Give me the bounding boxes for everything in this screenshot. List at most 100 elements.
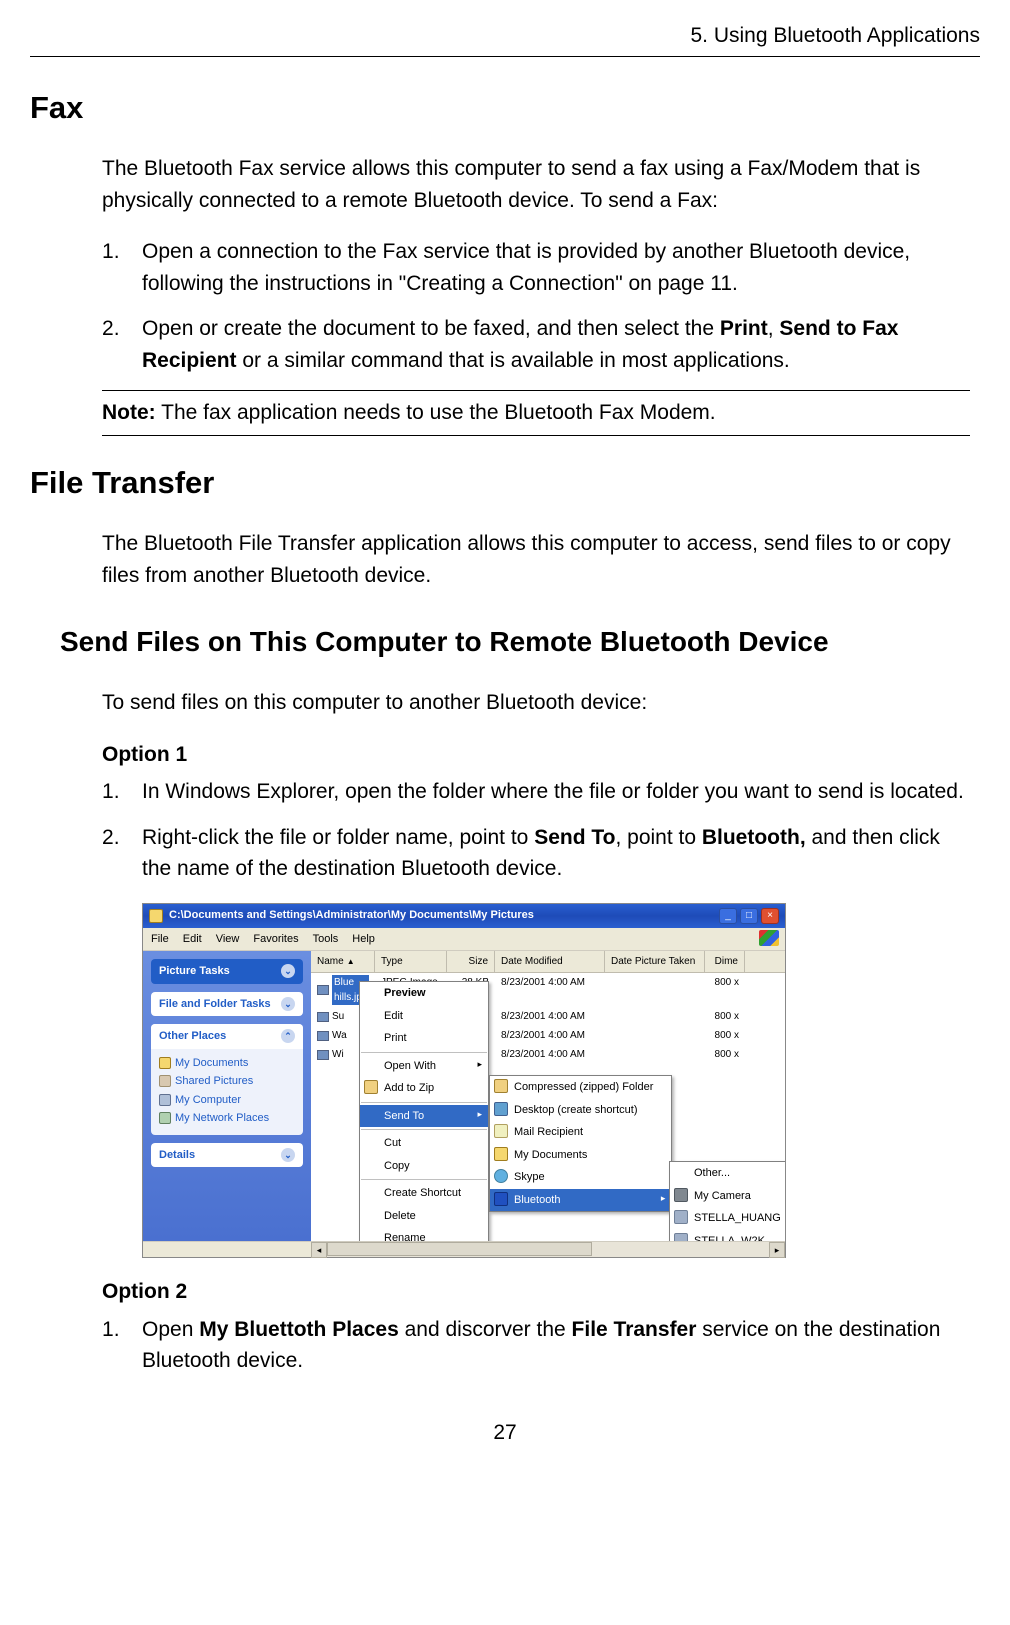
device-icon (674, 1210, 688, 1224)
ft-intro: The Bluetooth File Transfer application … (102, 528, 970, 591)
folder-icon (149, 909, 163, 923)
fax-heading: Fax (30, 85, 980, 132)
picture-tasks-label: Picture Tasks (159, 963, 230, 980)
option-2-steps: Open My Bluettoth Places and discorver t… (102, 1314, 970, 1377)
fax-step2-bold-print: Print (720, 317, 768, 340)
details-label: Details (159, 1147, 195, 1164)
menu-favorites[interactable]: Favorites (253, 931, 298, 948)
sidebar-item-shared[interactable]: Shared Pictures (159, 1073, 295, 1090)
window-buttons: _ □ × (719, 908, 779, 924)
opt1-s2-c: , point to (615, 826, 701, 849)
option-2-label: Option 2 (102, 1276, 980, 1308)
window-titlebar: C:\Documents and Settings\Administrator\… (143, 904, 785, 928)
col-date-taken[interactable]: Date Picture Taken (605, 951, 705, 972)
ctx-send-to[interactable]: Send To (360, 1105, 488, 1128)
opt2-s1-places: My Bluettoth Places (199, 1318, 399, 1341)
bt-device-1[interactable]: STELLA_HUANG (670, 1207, 785, 1230)
fax-step-2: Open or create the document to be faxed,… (102, 313, 970, 376)
ctx-preview[interactable]: Preview (360, 982, 488, 1005)
ctx-edit[interactable]: Edit (360, 1005, 488, 1028)
menu-view[interactable]: View (216, 931, 240, 948)
fax-steps: Open a connection to the Fax service tha… (102, 236, 970, 376)
ft-send-intro: To send files on this computer to anothe… (102, 687, 970, 719)
context-menu-sendto: Compressed (zipped) Folder Desktop (crea… (489, 1075, 672, 1212)
explorer-body: Picture Tasks ⌄ File and Folder Tasks⌄ Ot… (143, 951, 785, 1241)
sendto-bluetooth[interactable]: Bluetooth (490, 1189, 671, 1212)
horizontal-scrollbar[interactable]: ◂ ▸ (143, 1241, 785, 1257)
sendto-skype[interactable]: Skype (490, 1166, 671, 1189)
ctx-delete[interactable]: Delete (360, 1205, 488, 1228)
ctx-cut[interactable]: Cut (360, 1132, 488, 1155)
ft-send-heading: Send Files on This Computer to Remote Bl… (60, 621, 980, 663)
close-button[interactable]: × (761, 908, 779, 924)
opt1-s2-bluetooth: Bluetooth, (702, 826, 806, 849)
col-dimensions[interactable]: Dime (705, 951, 745, 972)
image-icon (317, 985, 329, 995)
ctx-print[interactable]: Print (360, 1027, 488, 1050)
folder-icon (159, 1057, 171, 1069)
image-icon (317, 1031, 329, 1041)
sidebar-item-mynet[interactable]: My Network Places (159, 1110, 295, 1127)
sidebar-item-mydocs[interactable]: My Documents (159, 1055, 295, 1072)
opt1-step-1: In Windows Explorer, open the folder whe… (102, 776, 970, 808)
col-date[interactable]: Date Modified (495, 951, 605, 972)
camera-icon (674, 1188, 688, 1202)
fax-note-label: Note: (102, 401, 156, 424)
opt2-s1-c: and discorver the (399, 1318, 572, 1341)
fax-step2-text-c: , (768, 317, 780, 340)
menu-file[interactable]: File (151, 931, 169, 948)
option-1-label: Option 1 (102, 739, 980, 771)
image-icon (317, 1012, 329, 1022)
scroll-left-button[interactable]: ◂ (311, 1242, 327, 1258)
file-tasks-label: File and Folder Tasks (159, 996, 271, 1013)
pictures-icon (159, 1075, 171, 1087)
window-title: C:\Documents and Settings\Administrator\… (169, 907, 713, 924)
ctx-rename[interactable]: Rename (360, 1227, 488, 1241)
mail-icon (494, 1124, 508, 1138)
bt-other[interactable]: Other... (670, 1162, 785, 1185)
opt2-step-1: Open My Bluettoth Places and discorver t… (102, 1314, 970, 1377)
minimize-button[interactable]: _ (719, 908, 737, 924)
device-icon (674, 1233, 688, 1242)
picture-tasks-panel[interactable]: Picture Tasks ⌄ (151, 959, 303, 984)
fax-step2-text-a: Open or create the document to be faxed,… (142, 317, 720, 340)
ctx-copy[interactable]: Copy (360, 1155, 488, 1178)
col-size[interactable]: Size (447, 951, 495, 972)
menubar: File Edit View Favorites Tools Help (143, 928, 785, 952)
sidebar-item-mycomp[interactable]: My Computer (159, 1092, 295, 1109)
scroll-thumb[interactable] (327, 1242, 592, 1256)
menu-help[interactable]: Help (352, 931, 375, 948)
file-list-header: Name ▲ Type Size Date Modified Date Pict… (311, 951, 785, 973)
scroll-right-button[interactable]: ▸ (769, 1242, 785, 1258)
col-type[interactable]: Type (375, 951, 447, 972)
sendto-desktop[interactable]: Desktop (create shortcut) (490, 1099, 671, 1122)
ctx-add-to-zip[interactable]: Add to Zip (360, 1077, 488, 1100)
skype-icon (494, 1169, 508, 1183)
fax-intro: The Bluetooth Fax service allows this co… (102, 153, 970, 216)
zip-folder-icon (494, 1079, 508, 1093)
ctx-create-shortcut[interactable]: Create Shortcut (360, 1182, 488, 1205)
sendto-compressed[interactable]: Compressed (zipped) Folder (490, 1076, 671, 1099)
windows-flag-icon (759, 930, 779, 946)
network-icon (159, 1112, 171, 1124)
fax-step2-text-d: or a similar command that is available i… (237, 349, 790, 372)
ctx-open-with[interactable]: Open With (360, 1055, 488, 1078)
bt-camera[interactable]: My Camera (670, 1185, 785, 1208)
explorer-sidebar: Picture Tasks⌄ File and Folder Tasks⌄ Ot… (143, 951, 311, 1241)
sendto-mydocs[interactable]: My Documents (490, 1144, 671, 1167)
explorer-screenshot: C:\Documents and Settings\Administrator\… (142, 903, 786, 1259)
bt-device-2[interactable]: STELLA_W2K (670, 1230, 785, 1242)
menu-tools[interactable]: Tools (313, 931, 339, 948)
bluetooth-icon (494, 1192, 508, 1206)
details-panel[interactable]: Details⌄ (151, 1143, 303, 1168)
col-name[interactable]: Name ▲ (311, 951, 375, 972)
menu-edit[interactable]: Edit (183, 931, 202, 948)
opt1-s2-sendto: Send To (534, 826, 615, 849)
file-folder-tasks-panel[interactable]: File and Folder Tasks⌄ (151, 992, 303, 1017)
chevron-icon: ⌄ (281, 964, 295, 978)
maximize-button[interactable]: □ (740, 908, 758, 924)
opt2-s1-a: Open (142, 1318, 199, 1341)
sendto-mail[interactable]: Mail Recipient (490, 1121, 671, 1144)
chapter-title: 5. Using Bluetooth Applications (30, 20, 980, 52)
chevron-icon: ⌃ (281, 1029, 295, 1043)
